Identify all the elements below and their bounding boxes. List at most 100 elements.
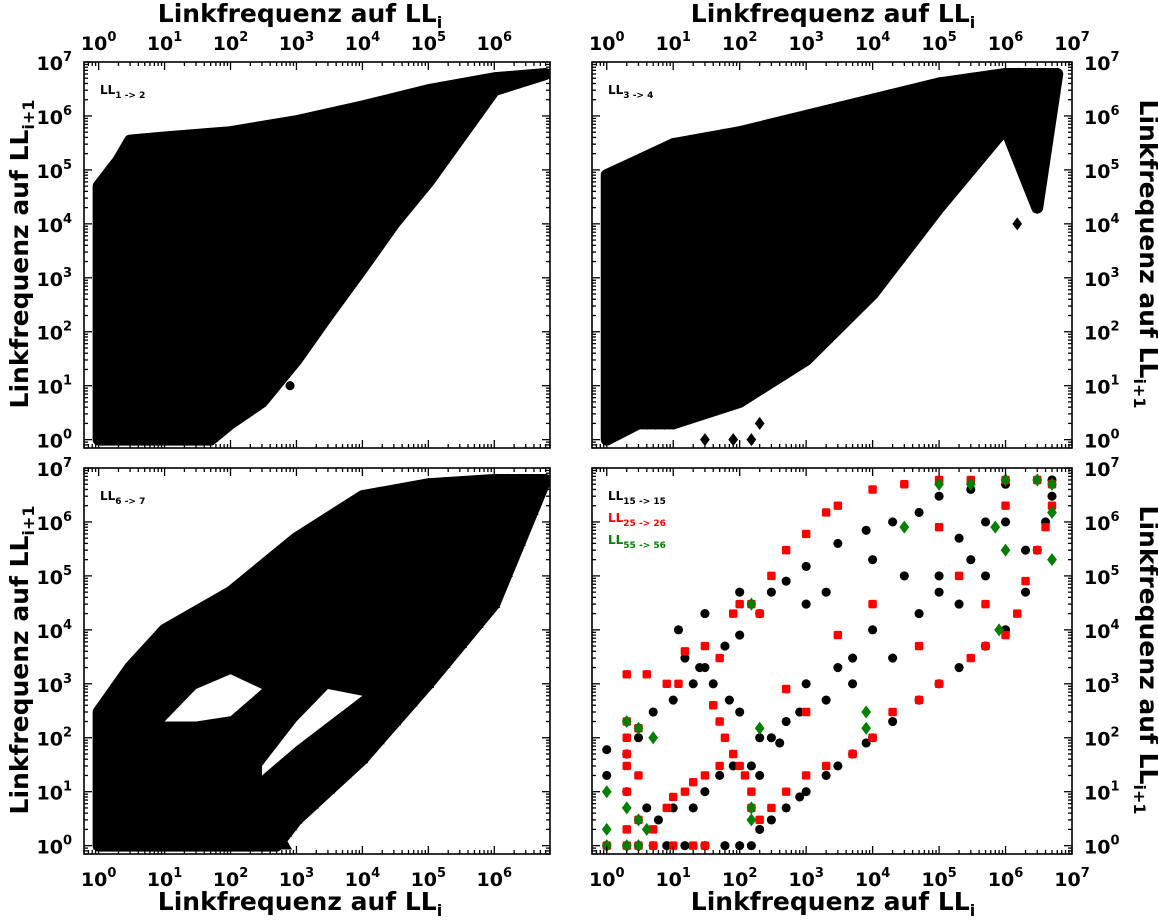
data-point <box>601 822 612 836</box>
data-point <box>1047 100 1058 114</box>
data-point <box>501 473 513 484</box>
bottom-left-plot-area <box>92 473 550 852</box>
data-point <box>917 222 928 236</box>
data-point <box>668 695 678 705</box>
top-left-y-tick-label: 104 <box>37 212 73 237</box>
bottom-right-x-tick-label: 103 <box>788 866 824 891</box>
data-point <box>899 571 909 581</box>
data-point <box>422 477 435 489</box>
data-point <box>373 733 385 745</box>
data-point <box>622 733 631 742</box>
top-left-x-tick-label: 106 <box>477 30 513 55</box>
data-point <box>456 79 466 89</box>
data-point <box>150 435 160 445</box>
data-point <box>275 832 288 844</box>
data-point <box>340 287 350 297</box>
cloud-gap-1 <box>261 689 363 776</box>
data-point <box>701 131 712 145</box>
data-point <box>701 406 712 420</box>
data-point <box>151 133 161 143</box>
data-point <box>539 473 550 484</box>
data-point <box>642 149 653 163</box>
data-point <box>108 162 119 172</box>
data-point <box>92 705 105 716</box>
data-point <box>766 587 776 597</box>
data-point <box>357 101 367 111</box>
data-point <box>1021 576 1030 586</box>
data-point <box>755 824 765 834</box>
data-point <box>601 785 612 799</box>
data-point <box>734 395 745 409</box>
data-point <box>622 670 631 679</box>
data-point <box>746 801 757 815</box>
data-point <box>601 433 612 447</box>
data-point <box>821 761 831 771</box>
data-point <box>688 841 698 850</box>
data-point <box>390 93 400 103</box>
data-point <box>720 641 730 651</box>
bottom-left-series-0 <box>92 473 550 852</box>
data-point <box>150 632 162 644</box>
data-point <box>954 571 964 581</box>
data-point <box>934 679 944 689</box>
data-point <box>966 555 976 565</box>
data-point <box>899 520 910 534</box>
top-right-y-axis-label: Linkfrequenz auf LLi+1 <box>1130 100 1158 409</box>
data-point <box>489 85 499 95</box>
data-point <box>746 761 756 771</box>
bottom-right-x-tick-label: 104 <box>855 866 891 891</box>
data-point <box>415 187 425 197</box>
data-point <box>746 597 757 611</box>
data-point <box>966 653 976 663</box>
data-point <box>680 653 690 663</box>
bottom-right-x-axis-label: Linkfrequenz auf LLi <box>691 887 975 920</box>
data-point <box>178 839 191 850</box>
data-point <box>257 558 270 570</box>
data-point <box>1052 67 1063 81</box>
data-point <box>140 397 150 407</box>
data-point <box>648 731 659 745</box>
data-point <box>257 397 267 407</box>
data-point <box>280 839 293 850</box>
bottom-left-panel: LL6 -> 7 100 101 102 103 104 105 106 100 101 102 10… <box>37 456 551 891</box>
top-right-y-tick-label: 106 <box>1084 104 1120 129</box>
data-point <box>967 72 978 86</box>
data-point <box>801 353 812 367</box>
bottom-left-x-tick-label: 105 <box>411 866 447 891</box>
data-point <box>502 81 512 91</box>
data-point <box>950 74 961 88</box>
data-point <box>801 217 812 231</box>
data-point <box>621 715 632 729</box>
bottom-left-ticks <box>83 467 551 855</box>
data-point <box>821 695 831 705</box>
data-point <box>684 134 695 148</box>
data-point <box>374 97 384 107</box>
data-point <box>621 839 632 853</box>
data-point <box>349 275 359 285</box>
top-right-y-tick-label: 101 <box>1084 374 1120 399</box>
data-point <box>821 770 831 781</box>
bottom-left-x-tick-label: 101 <box>147 866 183 891</box>
data-point <box>821 508 831 517</box>
data-point <box>160 132 170 142</box>
data-point <box>934 76 944 90</box>
data-point <box>888 716 898 727</box>
data-point <box>715 717 724 726</box>
data-point <box>245 397 255 407</box>
data-point <box>688 679 698 689</box>
bottom-right-series-2 <box>601 473 1057 853</box>
top-right-x-tick-label: 102 <box>722 30 758 55</box>
data-point <box>622 787 631 796</box>
data-point <box>801 679 811 689</box>
top-left-plot-area <box>92 67 550 446</box>
data-point <box>833 501 843 510</box>
top-right-legend-entry-0: LL3 -> 4 <box>608 83 653 101</box>
data-point <box>781 684 791 694</box>
data-point <box>868 555 878 565</box>
data-point <box>715 653 724 663</box>
data-point <box>622 749 631 759</box>
data-point <box>233 413 243 423</box>
data-point <box>641 822 652 836</box>
bottom-right-y-tick-label: 100 <box>1084 834 1120 859</box>
